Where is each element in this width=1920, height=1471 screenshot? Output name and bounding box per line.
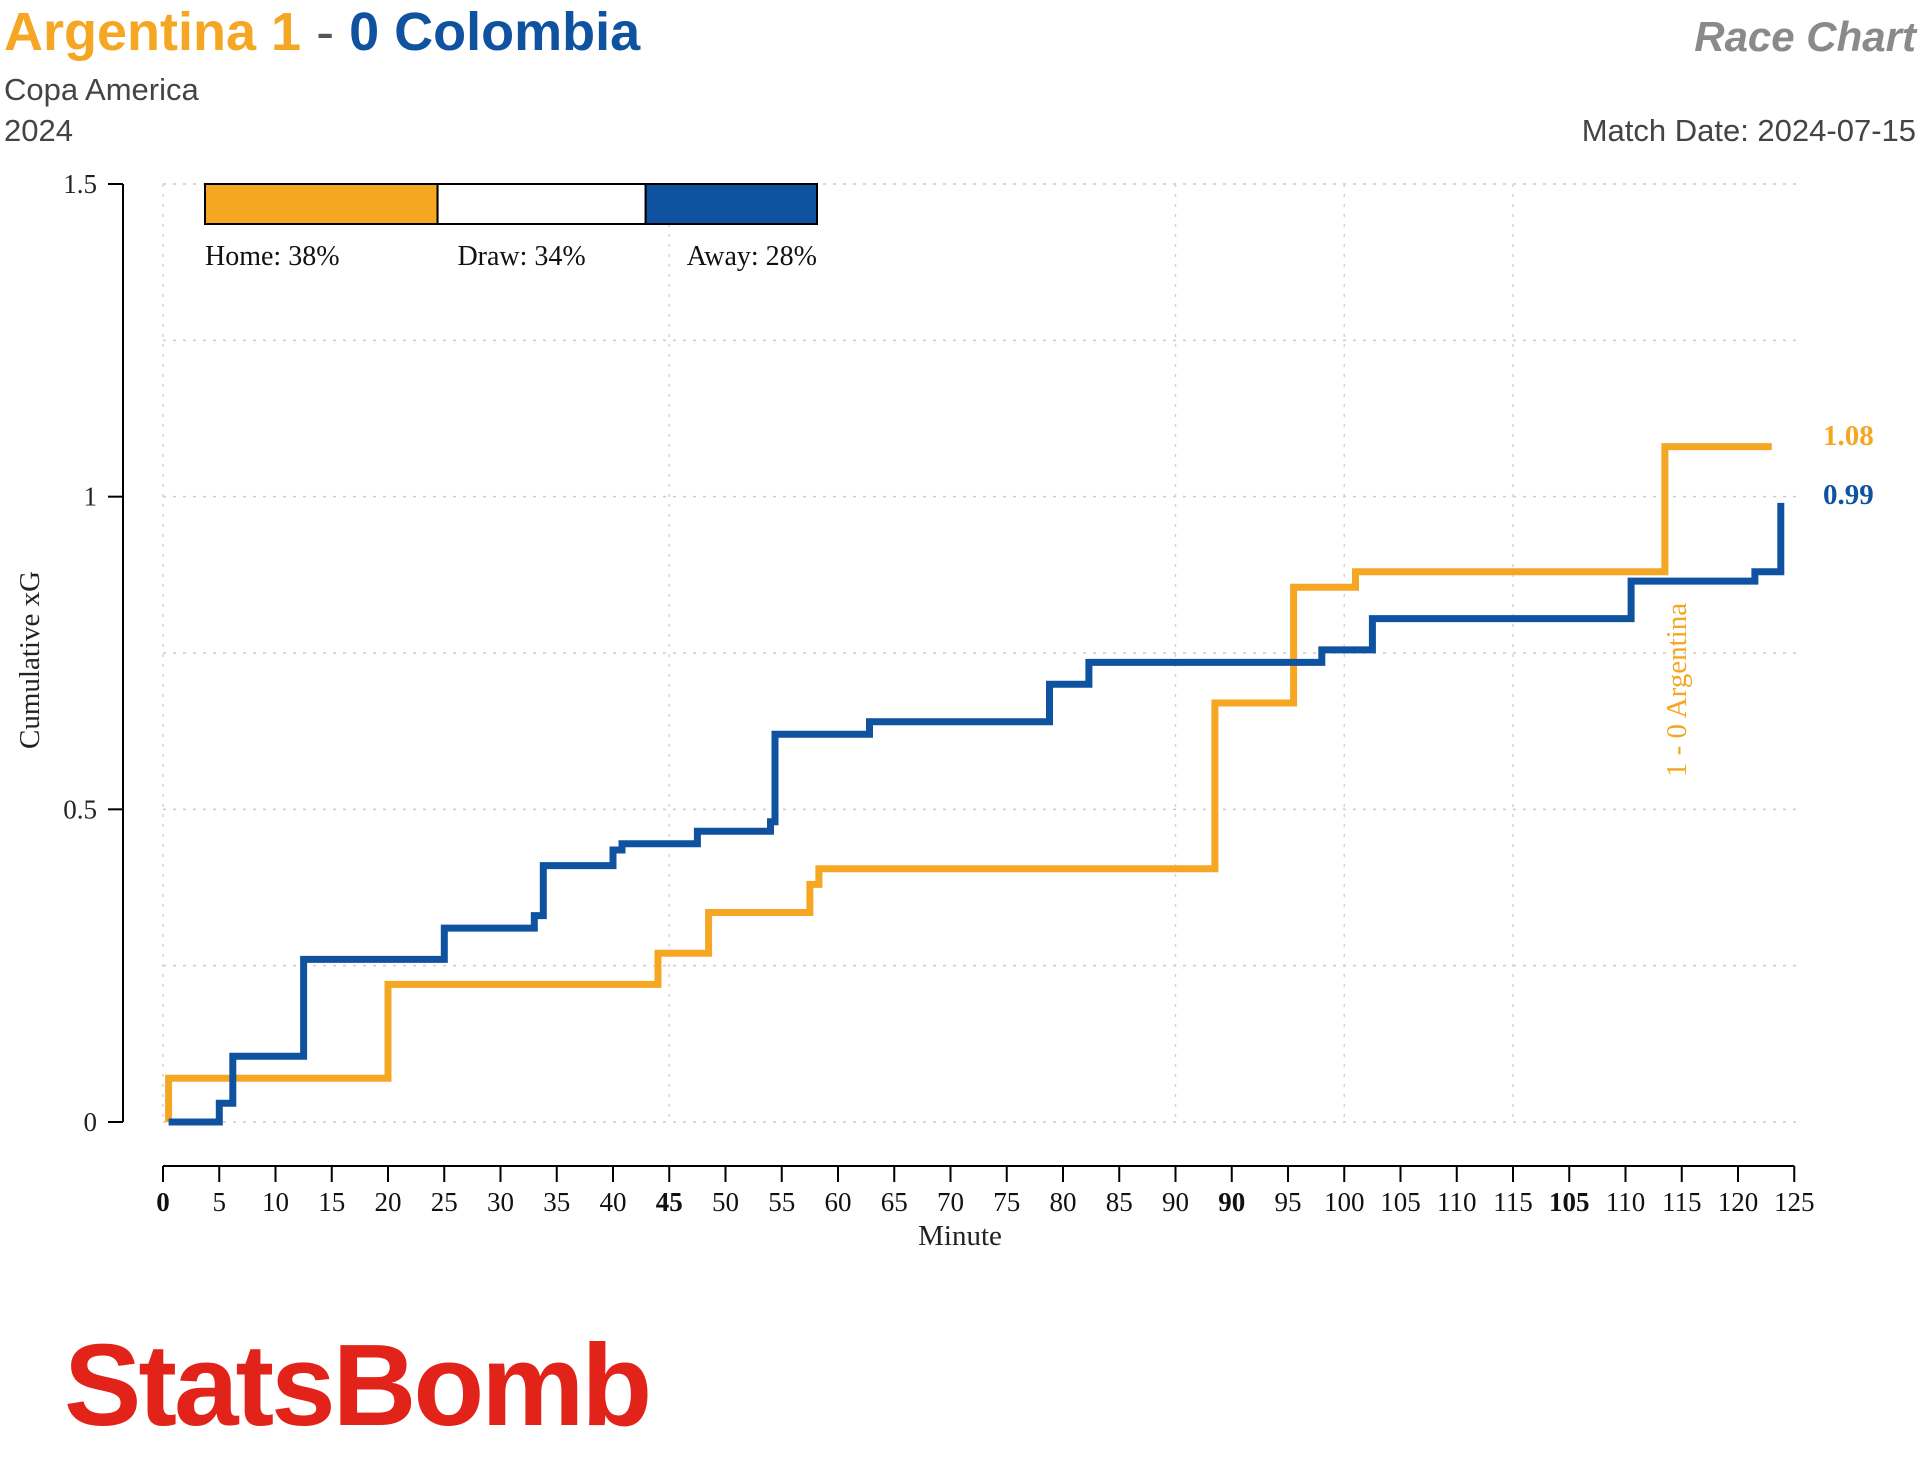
- home-xg-line: [169, 447, 1772, 1122]
- x-tick-label: 120: [1718, 1187, 1759, 1217]
- x-tick-label: 70: [937, 1187, 964, 1217]
- draw-probability-segment: [438, 184, 646, 224]
- x-tick-label: 20: [375, 1187, 402, 1217]
- x-tick-label: 115: [1662, 1187, 1702, 1217]
- x-tick-label: 65: [881, 1187, 908, 1217]
- away-probability-segment: [646, 184, 817, 224]
- x-tick-label: 0: [156, 1187, 170, 1217]
- x-tick-label: 50: [712, 1187, 739, 1217]
- goal-annotation: 1 - 0 Argentina: [1661, 603, 1693, 777]
- x-tick-label: 30: [487, 1187, 514, 1217]
- draw-probability-label: Draw: 34%: [457, 241, 585, 272]
- x-tick-label: 75: [993, 1187, 1020, 1217]
- x-tick-label: 15: [318, 1187, 345, 1217]
- x-tick-label: 115: [1493, 1187, 1533, 1217]
- y-axis-label: Cumulative xG: [14, 571, 46, 749]
- y-tick-label: 0: [84, 1107, 98, 1137]
- away-probability-label: Away: 28%: [687, 241, 817, 272]
- xg-lines: [169, 447, 1781, 1122]
- x-tick-label: 90: [1162, 1187, 1189, 1217]
- x-tick-label: 40: [600, 1187, 627, 1217]
- x-tick-label: 35: [543, 1187, 570, 1217]
- x-tick-label: 125: [1774, 1187, 1815, 1217]
- x-tick-label: 85: [1106, 1187, 1133, 1217]
- x-tick-label: 55: [768, 1187, 795, 1217]
- x-axis-label: Minute: [918, 1220, 1002, 1252]
- away-xg-line: [169, 503, 1781, 1122]
- away-final-xg-label: 0.99: [1823, 479, 1874, 511]
- home-probability-segment: [205, 184, 438, 224]
- x-tick-label: 5: [213, 1187, 227, 1217]
- x-tick-label: 105: [1380, 1187, 1421, 1217]
- x-tick-label: 90: [1218, 1187, 1245, 1217]
- chart-axes: 0 0.5 1 1.5 Cumulative xG 0 5 10 15 20 25 30 35 40 45 5…: [14, 169, 1815, 1252]
- x-tick-label: 110: [1437, 1187, 1477, 1217]
- home-probability-label: Home: 38%: [205, 241, 340, 272]
- x-tick-label: 10: [262, 1187, 289, 1217]
- x-tick-label: 100: [1324, 1187, 1365, 1217]
- x-tick-label: 80: [1050, 1187, 1077, 1217]
- chart-labels: 1.08 0.99 1 - 0 Argentina: [1661, 420, 1874, 777]
- x-tick-label: 60: [825, 1187, 852, 1217]
- y-tick-label: 1.5: [63, 169, 97, 199]
- x-tick-label: 25: [431, 1187, 458, 1217]
- y-tick-label: 1: [84, 482, 98, 512]
- probability-bar: Home: 38% Draw: 34% Away: 28%: [205, 184, 817, 272]
- x-tick-label: 45: [656, 1187, 683, 1217]
- x-tick-label: 105: [1549, 1187, 1590, 1217]
- y-tick-label: 0.5: [63, 794, 97, 824]
- home-final-xg-label: 1.08: [1823, 420, 1874, 452]
- statsbomb-logo: StatsBomb: [64, 1320, 649, 1450]
- x-tick-label: 95: [1275, 1187, 1302, 1217]
- x-tick-label: 110: [1606, 1187, 1646, 1217]
